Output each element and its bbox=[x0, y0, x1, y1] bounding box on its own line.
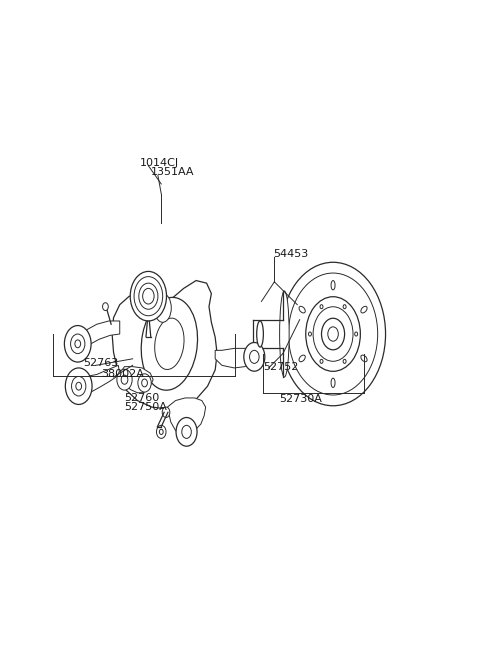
Text: 52760: 52760 bbox=[124, 393, 160, 403]
Ellipse shape bbox=[299, 307, 305, 313]
Circle shape bbox=[309, 332, 312, 336]
Text: 1351AA: 1351AA bbox=[151, 167, 194, 178]
Text: 52750A: 52750A bbox=[124, 402, 168, 412]
Circle shape bbox=[320, 305, 323, 309]
Polygon shape bbox=[215, 348, 253, 368]
Ellipse shape bbox=[299, 355, 305, 362]
Text: 1014CJ: 1014CJ bbox=[140, 158, 179, 168]
Circle shape bbox=[143, 288, 154, 304]
Ellipse shape bbox=[154, 293, 171, 322]
Circle shape bbox=[121, 375, 128, 384]
Circle shape bbox=[138, 374, 151, 392]
Circle shape bbox=[156, 425, 166, 438]
Circle shape bbox=[244, 343, 265, 371]
Circle shape bbox=[162, 407, 170, 417]
Ellipse shape bbox=[155, 318, 184, 369]
Ellipse shape bbox=[331, 280, 335, 290]
Circle shape bbox=[71, 334, 85, 354]
Circle shape bbox=[64, 326, 91, 362]
Ellipse shape bbox=[361, 307, 367, 313]
Circle shape bbox=[288, 273, 378, 395]
Ellipse shape bbox=[257, 321, 264, 347]
Circle shape bbox=[76, 383, 82, 390]
Circle shape bbox=[313, 307, 353, 362]
Text: 52730A: 52730A bbox=[279, 394, 322, 404]
Circle shape bbox=[117, 369, 132, 390]
Circle shape bbox=[130, 271, 167, 321]
Text: 52752: 52752 bbox=[263, 362, 298, 371]
Circle shape bbox=[139, 283, 158, 309]
Circle shape bbox=[306, 297, 360, 371]
Circle shape bbox=[320, 360, 323, 364]
Circle shape bbox=[343, 360, 346, 364]
Circle shape bbox=[65, 368, 92, 404]
Polygon shape bbox=[77, 321, 120, 351]
Polygon shape bbox=[112, 280, 217, 409]
Circle shape bbox=[322, 318, 345, 350]
Circle shape bbox=[134, 276, 163, 316]
Polygon shape bbox=[168, 398, 205, 435]
Text: 52763: 52763 bbox=[84, 358, 119, 368]
Circle shape bbox=[355, 332, 358, 336]
Circle shape bbox=[250, 350, 259, 364]
Ellipse shape bbox=[280, 291, 289, 377]
Ellipse shape bbox=[361, 355, 367, 362]
Circle shape bbox=[343, 305, 346, 309]
Circle shape bbox=[328, 327, 338, 341]
Circle shape bbox=[75, 340, 81, 348]
Circle shape bbox=[159, 429, 163, 434]
Ellipse shape bbox=[331, 378, 335, 388]
Ellipse shape bbox=[141, 297, 198, 390]
Circle shape bbox=[103, 303, 108, 310]
Circle shape bbox=[72, 377, 86, 396]
Circle shape bbox=[142, 379, 147, 387]
Text: 38002A: 38002A bbox=[102, 369, 144, 379]
Circle shape bbox=[176, 417, 197, 446]
Polygon shape bbox=[120, 367, 153, 393]
Circle shape bbox=[182, 425, 192, 438]
Polygon shape bbox=[77, 365, 120, 396]
Text: 54453: 54453 bbox=[274, 250, 309, 259]
Circle shape bbox=[281, 262, 385, 405]
